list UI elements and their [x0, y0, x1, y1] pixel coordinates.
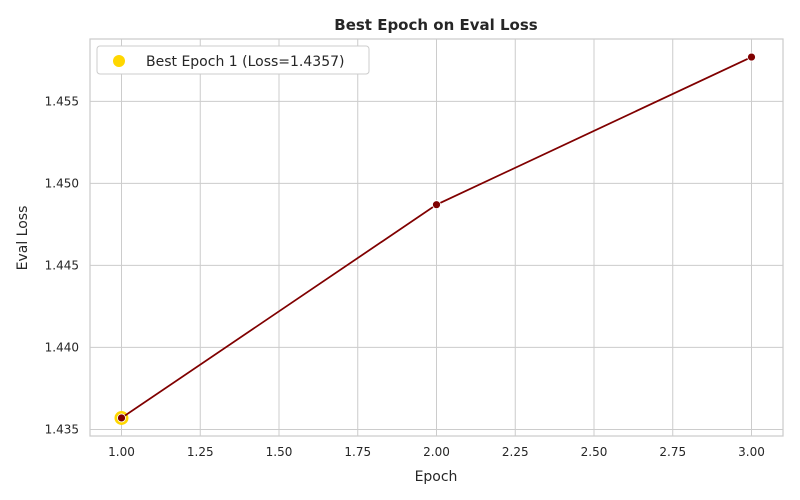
- x-tick-label: 2.00: [423, 445, 450, 459]
- data-point: [117, 413, 126, 423]
- y-axis-label: Eval Loss: [15, 206, 31, 271]
- legend-box: [96, 45, 370, 75]
- y-tick-label: 1.445: [45, 258, 79, 272]
- x-tick-label: 1.75: [344, 445, 371, 459]
- chart-title: Best Epoch on Eval Loss: [334, 16, 538, 34]
- x-axis: 1.00 1.25 1.50 1.75 2.00 2.25 2.50 2.75 3.00: [108, 445, 765, 459]
- data-point: [747, 52, 756, 62]
- x-tick-label: 2.25: [502, 445, 529, 459]
- grid: [90, 39, 783, 436]
- plot-frame: [89, 38, 784, 437]
- x-tick-label: 1.25: [187, 445, 214, 459]
- y-tick-label: 1.435: [45, 422, 79, 436]
- y-tick-label: 1.450: [45, 176, 79, 190]
- x-tick-label: 1.50: [266, 445, 293, 459]
- legend-entry-best-epoch: Best Epoch 1 (Loss=1.4357): [146, 54, 344, 70]
- x-tick-label: 1.00: [108, 445, 135, 459]
- x-tick-label: 3.00: [738, 445, 765, 459]
- x-tick-label: 2.75: [659, 445, 686, 459]
- series: [114, 52, 756, 425]
- legend-marker: [113, 55, 125, 67]
- data-point: [432, 200, 441, 210]
- y-tick-label: 1.455: [45, 94, 79, 108]
- y-axis: 1.435 1.440 1.445 1.450 1.455: [45, 94, 79, 436]
- x-tick-label: 2.50: [581, 445, 608, 459]
- legend: Best Epoch 1 (Loss=1.4357): [96, 45, 370, 75]
- x-axis-label: Epoch: [415, 469, 458, 485]
- y-tick-label: 1.440: [45, 340, 79, 354]
